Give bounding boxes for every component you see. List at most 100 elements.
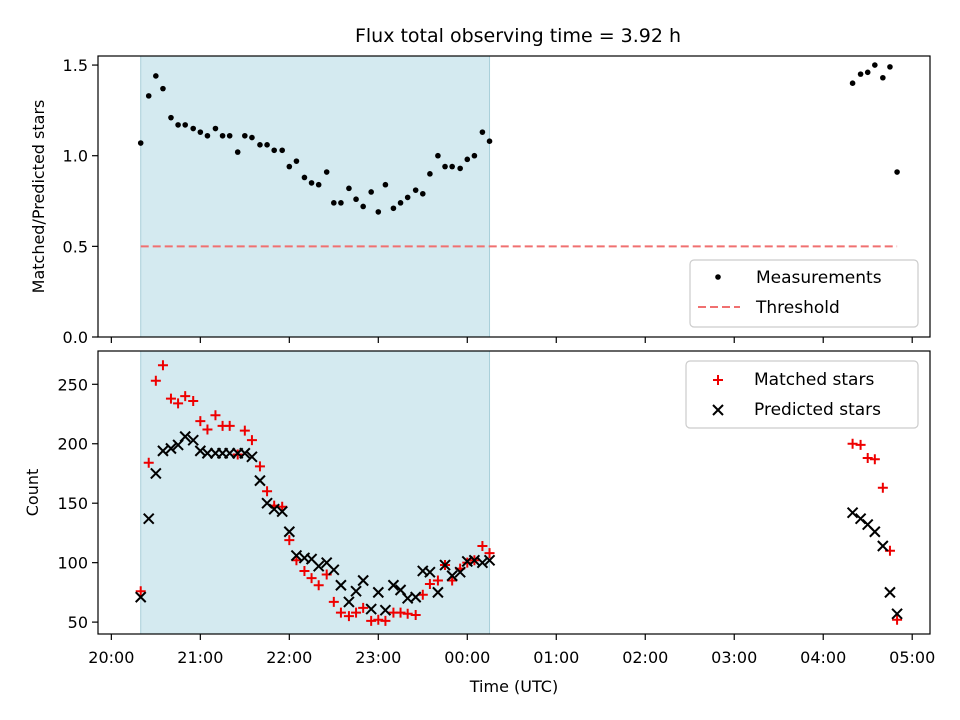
- measurement-point: [397, 200, 404, 206]
- matched-legend-label: Matched stars: [754, 370, 874, 390]
- measurement-point: [242, 132, 248, 139]
- predicted-point: [328, 564, 340, 576]
- matched-point: [862, 453, 873, 464]
- matched-point: [855, 439, 866, 450]
- measurement-point: [887, 64, 893, 70]
- measurement-point: [279, 147, 285, 154]
- measurement-point: [160, 85, 166, 92]
- measurement-point: [872, 62, 878, 68]
- predicted-point: [869, 526, 881, 538]
- measurement-point: [471, 152, 478, 159]
- measurement-point: [457, 165, 463, 172]
- predicted-point: [312, 560, 325, 572]
- predicted-point: [135, 591, 147, 603]
- matched-point: [343, 611, 354, 622]
- matched-point: [335, 607, 346, 618]
- measurement-point: [353, 196, 359, 203]
- matched-point: [306, 573, 317, 584]
- measurement-point: [427, 171, 433, 177]
- measurement-point: [894, 169, 900, 175]
- measurement-point: [219, 132, 226, 139]
- measurement-point: [435, 152, 441, 159]
- measurement-point: [368, 189, 374, 195]
- matched-point: [239, 425, 250, 436]
- predicted-points: [135, 430, 903, 620]
- y-tick-label: 100: [57, 554, 88, 573]
- top-y-ticks: 0.0 0.5 1.0 1.5: [63, 56, 98, 347]
- measurement-point: [226, 132, 233, 139]
- matched-point: [173, 398, 184, 409]
- measurement-point: [412, 187, 419, 193]
- matched-point: [892, 614, 903, 625]
- threshold-legend-label: Threshold: [755, 298, 840, 318]
- bottom-panel: 50 100 150 200 250 20:00 21:00 22:00 23:00 00:00…: [23, 350, 935, 696]
- measurement-point: [271, 147, 277, 154]
- predicted-point: [268, 503, 280, 515]
- predicted-point: [884, 586, 896, 599]
- x-tick-label: 01:00: [533, 648, 579, 667]
- matched-legend-marker: [713, 375, 723, 385]
- matched-point: [135, 586, 146, 597]
- predicted-point: [877, 540, 889, 552]
- matched-point: [366, 615, 377, 626]
- measurement-point: [264, 142, 270, 148]
- predicted-legend-label: Predicted stars: [754, 400, 881, 420]
- predicted-point: [179, 430, 191, 443]
- predicted-point: [357, 574, 369, 587]
- measurement-point: [346, 185, 352, 192]
- measurement-point: [864, 69, 871, 76]
- matched-point: [395, 607, 406, 618]
- measurement-point: [145, 93, 152, 99]
- predicted-point: [335, 579, 347, 591]
- measurement-point: [175, 122, 181, 128]
- measurements-legend-marker: [715, 274, 721, 280]
- matched-point: [877, 482, 888, 493]
- matched-point: [188, 395, 199, 406]
- matched-point: [210, 410, 221, 421]
- predicted-point: [194, 445, 207, 457]
- matched-point: [380, 615, 391, 626]
- measurement-point: [315, 181, 322, 188]
- matched-point: [477, 541, 488, 552]
- x-tick-label: 22:00: [266, 648, 312, 667]
- bottom-legend: Matched stars Predicted stars: [685, 360, 919, 429]
- measurement-point: [880, 74, 886, 81]
- measurement-point: [257, 142, 263, 148]
- matched-point: [143, 457, 154, 468]
- predicted-point: [290, 549, 303, 562]
- predicted-point: [372, 586, 385, 599]
- y-tick-label: 250: [57, 375, 88, 394]
- predicted-point: [254, 474, 266, 487]
- x-tick-label: 23:00: [355, 648, 401, 667]
- measurement-point: [419, 190, 426, 197]
- top-y-axis-label: Matched/Predicted stars: [29, 100, 48, 294]
- measurement-point: [849, 80, 856, 86]
- x-tick-label: 20:00: [88, 648, 134, 667]
- measurement-point: [857, 71, 864, 77]
- matched-point: [284, 535, 295, 546]
- matched-point: [180, 391, 191, 402]
- matched-point: [847, 438, 858, 449]
- matched-point: [410, 609, 421, 620]
- y-tick-label: 0.0: [63, 328, 88, 347]
- top-legend-box: [689, 259, 919, 328]
- predicted-point: [187, 434, 199, 446]
- measurement-point: [301, 174, 308, 181]
- x-tick-label: 03:00: [711, 648, 757, 667]
- measurement-point: [182, 122, 189, 128]
- x-axis-label: Time (UTC): [469, 677, 558, 696]
- predicted-point: [276, 505, 288, 518]
- matched-point: [224, 420, 235, 431]
- top-panel: 0.0 0.5 1.0 1.5 Matched/Predicted stars Mea…: [29, 55, 931, 347]
- predicted-point: [239, 447, 251, 459]
- x-tick-label: 21:00: [177, 648, 223, 667]
- measurement-point: [382, 181, 389, 188]
- predicted-point: [246, 451, 258, 463]
- bottom-x-ticks: 20:00 21:00 22:00 23:00 00:00 01:00 02:00 03:00…: [88, 634, 935, 667]
- matched-point: [254, 461, 265, 472]
- measurement-point: [331, 200, 337, 206]
- matched-point: [291, 555, 302, 566]
- measurement-point: [449, 163, 455, 170]
- measurement-point: [137, 140, 144, 146]
- matched-point: [351, 607, 362, 618]
